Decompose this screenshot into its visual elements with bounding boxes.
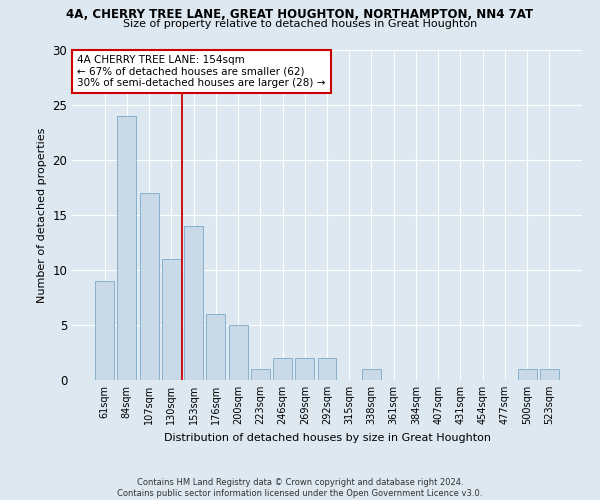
- Bar: [229, 325, 248, 380]
- Bar: [518, 369, 536, 380]
- Bar: [295, 358, 314, 380]
- Bar: [251, 369, 270, 380]
- Bar: [162, 259, 181, 380]
- Bar: [140, 193, 158, 380]
- Bar: [184, 226, 203, 380]
- Y-axis label: Number of detached properties: Number of detached properties: [37, 128, 47, 302]
- Bar: [206, 314, 225, 380]
- Bar: [317, 358, 337, 380]
- Bar: [273, 358, 292, 380]
- Text: 4A CHERRY TREE LANE: 154sqm
← 67% of detached houses are smaller (62)
30% of sem: 4A CHERRY TREE LANE: 154sqm ← 67% of det…: [77, 55, 325, 88]
- Bar: [95, 281, 114, 380]
- Text: 4A, CHERRY TREE LANE, GREAT HOUGHTON, NORTHAMPTON, NN4 7AT: 4A, CHERRY TREE LANE, GREAT HOUGHTON, NO…: [67, 8, 533, 20]
- Text: Contains HM Land Registry data © Crown copyright and database right 2024.
Contai: Contains HM Land Registry data © Crown c…: [118, 478, 482, 498]
- Bar: [362, 369, 381, 380]
- Text: Size of property relative to detached houses in Great Houghton: Size of property relative to detached ho…: [123, 19, 477, 29]
- X-axis label: Distribution of detached houses by size in Great Houghton: Distribution of detached houses by size …: [163, 432, 491, 442]
- Bar: [540, 369, 559, 380]
- Bar: [118, 116, 136, 380]
